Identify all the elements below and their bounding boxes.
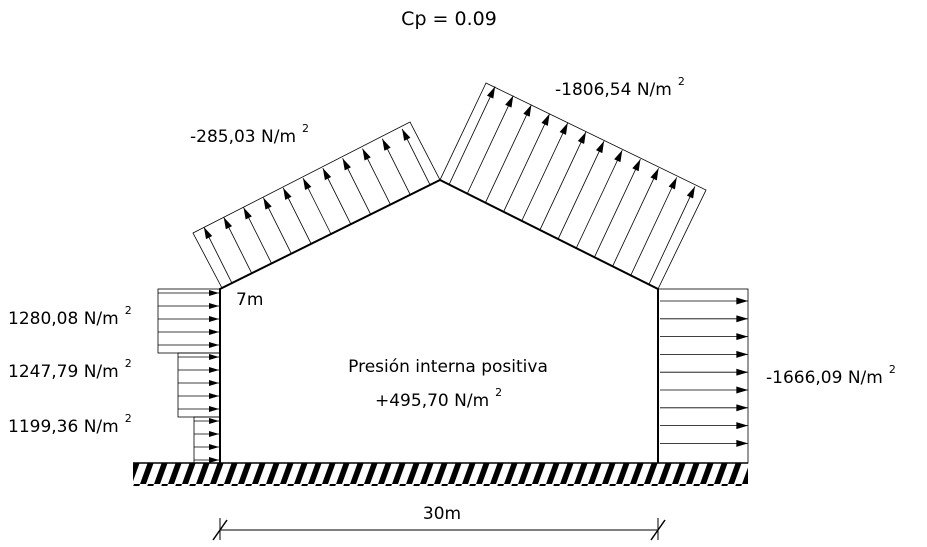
pressure-arrow-icon: [322, 168, 352, 225]
dimension-tick-icon: [650, 519, 666, 541]
roof-right-arrows: [448, 86, 696, 285]
pressure-arrow-icon: [648, 186, 696, 285]
pressure-arrow-icon: [203, 226, 233, 284]
pressure-arrow-icon: [630, 177, 678, 276]
pressure-arrow-icon: [539, 131, 587, 231]
pressure-arrow-icon: [302, 177, 332, 235]
wall-left-bottom-label: 1199,36 N/m 2: [8, 412, 132, 437]
wall-right-block: [657, 288, 749, 464]
ground-hatch-icon: [133, 463, 748, 486]
pressure-arrow-icon: [521, 122, 569, 222]
wall-right-label: -1666,09 N/m 2: [766, 363, 896, 388]
title: Cp = 0.09: [401, 8, 497, 30]
pressure-arrow-icon: [503, 113, 550, 212]
pressure-arrow-icon: [282, 187, 312, 244]
dimension-tick-icon: [212, 519, 228, 541]
pressure-arrow-icon: [485, 104, 532, 203]
roof-left-arrows: [203, 128, 431, 284]
width-label: 30m: [423, 504, 461, 524]
wall-right-arrows: [660, 297, 748, 447]
roof-right-pressure-block: [439, 82, 707, 290]
roof-left-label: -285,03 N/m 2: [190, 122, 309, 147]
wall-left-mid-label: 1247,79 N/m 2: [8, 357, 132, 382]
wall-left-top-label: 1280,08 N/m 2: [8, 304, 132, 329]
building-outline: [219, 178, 659, 463]
pressure-arrow-icon: [342, 158, 371, 215]
pressure-arrow-icon: [557, 140, 605, 240]
wall-left-arrows: [158, 290, 219, 463]
height-label: 7m: [236, 290, 263, 310]
pressure-arrow-icon: [223, 217, 253, 274]
pressure-arrow-icon: [448, 86, 496, 185]
internal-pressure-title: Presión interna positiva: [348, 357, 548, 377]
pressure-arrow-icon: [594, 159, 641, 258]
pressure-arrow-icon: [612, 168, 659, 267]
wall-left-top-block: [157, 288, 221, 354]
width-dimension: [212, 518, 666, 541]
wall-left-mid-block: [177, 352, 221, 418]
wall-left-bottom-block: [193, 416, 221, 464]
pressure-arrow-icon: [575, 149, 623, 249]
pressure-arrow-icon: [466, 95, 514, 194]
internal-pressure-value: +495,70 N/m 2: [375, 386, 502, 411]
pressure-arrow-icon: [263, 197, 292, 254]
pressure-arrow-icon: [362, 148, 391, 205]
pressure-arrow-icon: [381, 138, 411, 195]
roof-right-label: -1806,54 N/m 2: [555, 75, 685, 100]
pressure-arrow-icon: [401, 128, 431, 186]
pressure-arrow-icon: [243, 207, 272, 264]
